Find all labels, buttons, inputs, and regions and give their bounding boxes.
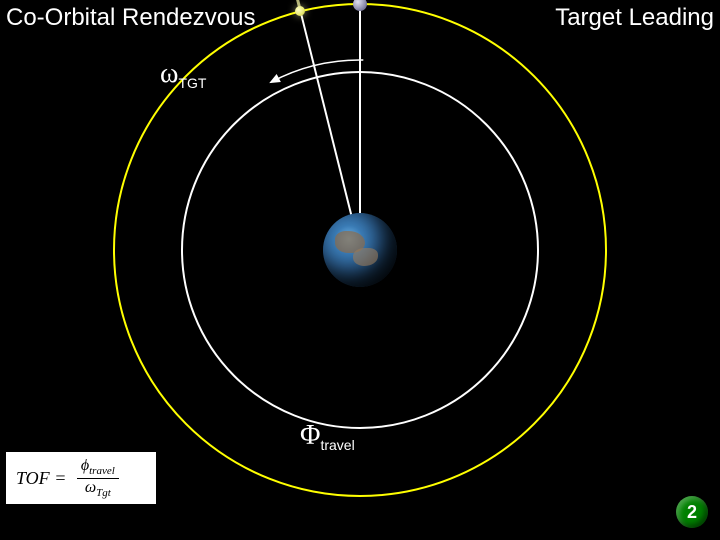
omega-symbol: ω — [160, 58, 178, 89]
tof-fraction: ϕtravel ωTgt — [77, 457, 119, 499]
phi-symbol: Φ — [300, 420, 320, 451]
tof-numerator: ϕtravel — [77, 457, 119, 478]
earth-icon — [323, 213, 397, 287]
omega-tgt-label: ωTGT — [160, 58, 206, 91]
tof-lhs: TOF — [16, 468, 50, 489]
page-number: 2 — [687, 502, 697, 523]
tof-num-sub: travel — [89, 465, 115, 477]
page-number-badge: 2 — [676, 496, 708, 528]
equals-sign: = — [50, 468, 71, 489]
phi-travel-label: Φtravel — [300, 420, 355, 453]
tof-den-sub: Tgt — [96, 487, 111, 499]
phi-subscript: travel — [320, 437, 354, 453]
tof-denominator: ωTgt — [81, 479, 115, 499]
tof-den-symbol: ω — [85, 479, 96, 496]
tof-num-symbol: ϕ — [81, 457, 89, 474]
omega-subscript: TGT — [178, 75, 206, 91]
tof-formula: TOF = ϕtravel ωTgt — [6, 452, 156, 504]
